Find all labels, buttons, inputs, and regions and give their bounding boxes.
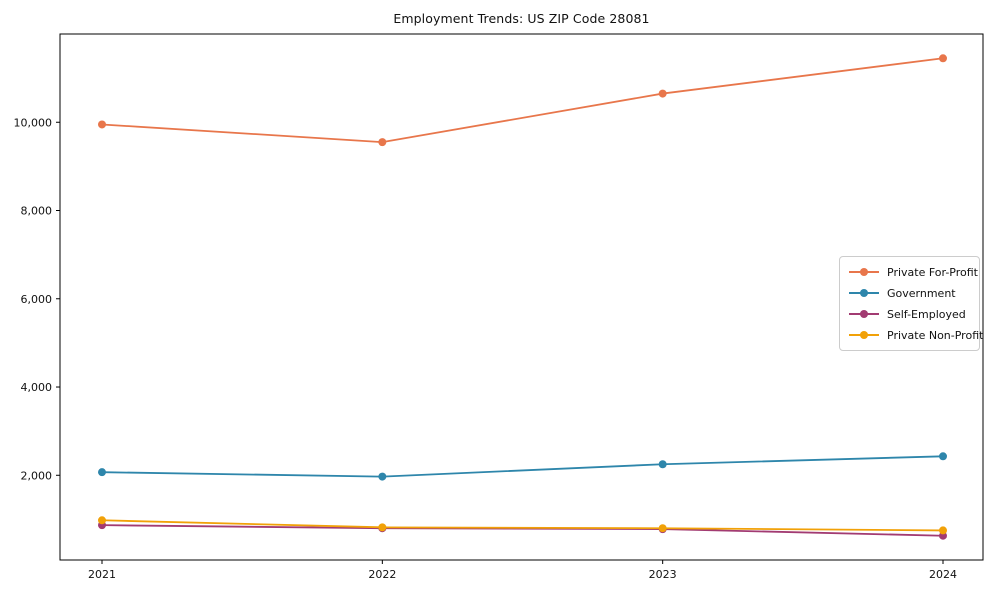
legend-item: Government [849,285,970,301]
data-point [98,468,106,477]
data-point [658,460,667,469]
data-point [378,138,387,147]
series-line [101,455,944,478]
chart-legend: Private For-Profit Government Self-Employe… [839,256,983,351]
legend-label: Government [887,286,956,300]
legend-item: Self-Employed [849,306,970,322]
legend-marker-icon [849,288,879,298]
series-line [101,57,944,144]
legend-label: Private Non-Profit [887,328,984,342]
data-point [98,516,106,525]
legend-label: Self-Employed [887,307,966,321]
y-axis-tick-label: 6,000 [21,293,53,306]
y-axis-tick-label: 8,000 [21,205,53,218]
legend-marker-icon [849,267,879,277]
legend-label: Private For-Profit [887,265,978,279]
axes-frame [59,33,984,561]
y-axis-tick-label: 4,000 [21,381,53,394]
y-axis-tick-label: 2,000 [21,469,53,482]
data-point [939,526,947,535]
y-axis-tick-label: 10,000 [14,116,53,129]
data-point [378,523,387,532]
legend-item: Private Non-Profit [849,327,983,343]
legend-marker-icon [849,309,879,319]
data-point [658,89,667,98]
x-axis-tick-label: 2024 [929,568,957,581]
data-point [939,54,947,63]
data-point [939,452,947,461]
data-point [378,472,387,481]
x-axis-tick-label: 2023 [649,568,677,581]
legend-marker-icon [849,330,879,340]
data-point [658,524,667,533]
legend-item: Private For-Profit [849,264,978,280]
chart-title: Employment Trends: US ZIP Code 28081 [393,11,650,26]
series-line [101,524,944,537]
data-point [98,120,106,129]
x-axis-tick-label: 2021 [88,568,116,581]
series-line [101,519,944,532]
x-axis-tick-label: 2022 [368,568,396,581]
